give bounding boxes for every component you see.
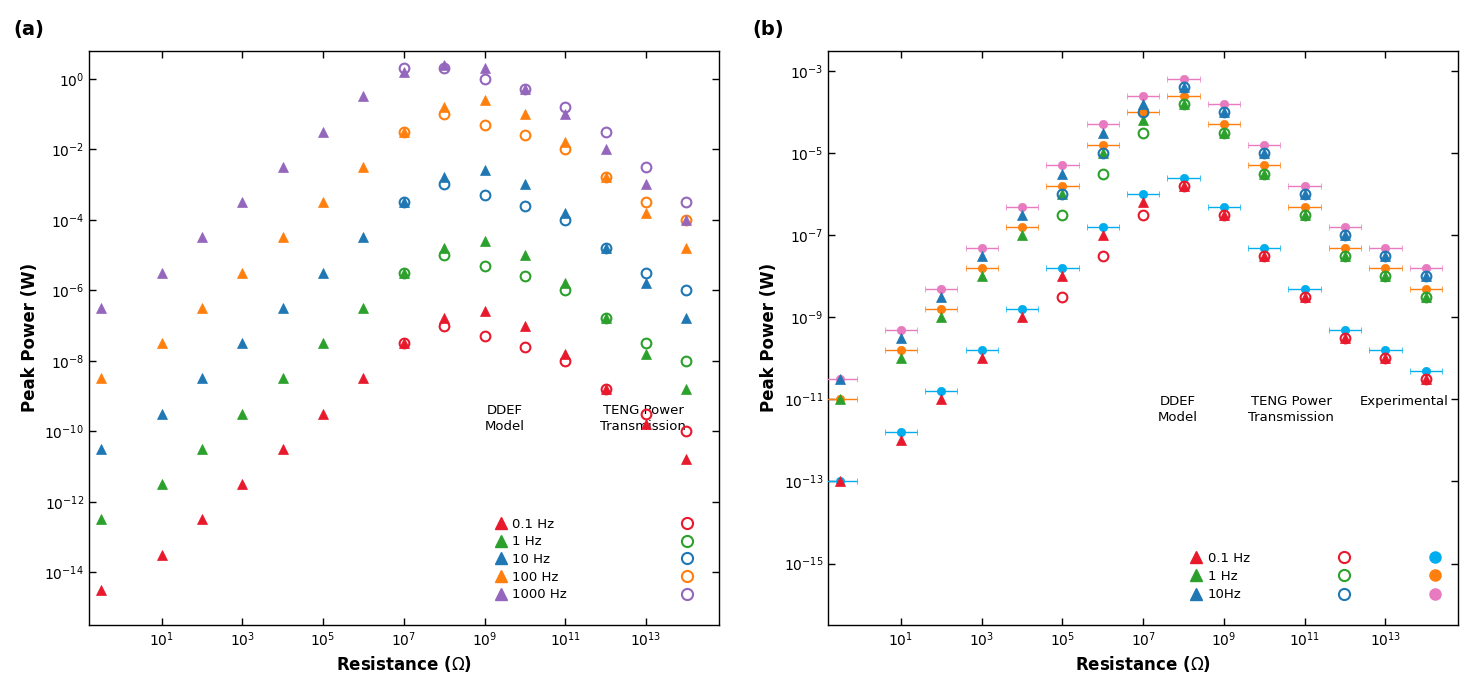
Legend: , , , , : , , , , [680,518,694,601]
Y-axis label: Peak Power (W): Peak Power (W) [21,263,38,412]
Text: TENG Power
Transmission: TENG Power Transmission [1248,395,1334,425]
Legend: , , : , , [1429,552,1442,601]
Text: TENG Power
Transmission: TENG Power Transmission [600,404,686,433]
Y-axis label: Peak Power (W): Peak Power (W) [760,263,778,412]
Text: (b): (b) [753,20,784,39]
Text: DDEF
Model: DDEF Model [485,404,525,433]
X-axis label: Resistance ($\Omega$): Resistance ($\Omega$) [336,654,472,674]
Text: DDEF
Model: DDEF Model [1158,395,1198,425]
Text: (a): (a) [13,20,44,39]
Text: Experimental: Experimental [1361,395,1449,408]
X-axis label: Resistance ($\Omega$): Resistance ($\Omega$) [1075,654,1211,674]
